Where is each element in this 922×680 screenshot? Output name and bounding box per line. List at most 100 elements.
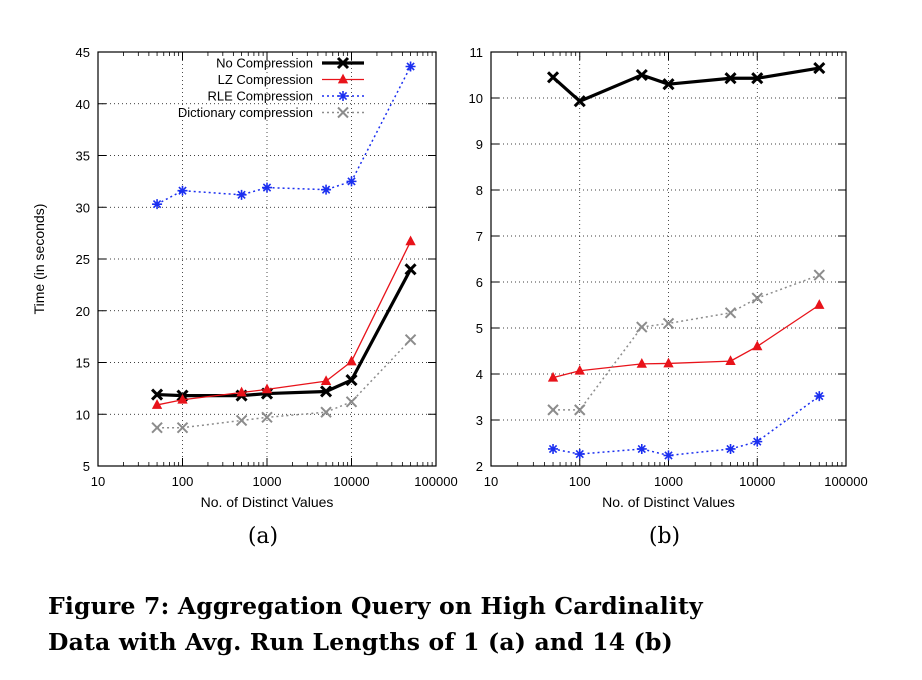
data-point-b-2-2 [636,443,647,454]
legend-label-2: RLE Compression [208,89,314,104]
data-point-a-1-6 [405,235,416,246]
data-point-b-1-1 [574,364,585,375]
y-tick-label-b-2: 2 [476,459,483,474]
data-point-a-3-2 [235,414,248,427]
data-point-b-1-6 [814,299,825,309]
y-tick-label-a-40: 40 [76,97,90,112]
series-line-b-3 [553,274,820,411]
x-axis-label-a: No. of Distinct Values [201,494,334,510]
y-tick-label-a-5: 5 [83,459,90,474]
caption-line-2: Data with Avg. Run Lengths of 1 (a) and … [48,628,673,656]
figure: 10 100 1000 10000 10000051015202530354045No.… [31,45,868,549]
x-tick-label-b-10000: 10000 [739,474,775,489]
panel-label-b: (b) [649,524,680,549]
legend-marker-2 [338,91,348,101]
y-tick-label-a-25: 25 [76,252,90,267]
data-point-a-3-0 [151,421,163,434]
data-point-b-3-2 [636,321,648,333]
data-point-a-0-0 [151,388,164,401]
data-point-b-0-5 [751,72,764,85]
data-point-b-0-3 [662,78,675,91]
series-line-a-2 [156,66,412,205]
data-point-b-2-3 [663,450,674,461]
data-point-a-2-1 [177,185,188,196]
data-point-a-1-5 [346,355,357,366]
data-point-a-2-0 [152,199,163,210]
panel-label-a: (a) [248,524,278,549]
data-point-a-1-4 [320,375,332,386]
data-point-a-0-6 [404,263,417,276]
chart-panel-b: 10 100 1000 10000 100000 2 3 4 5 6 7 8 9 10 11 No. of D… [469,45,868,549]
data-point-a-2-2 [236,189,247,200]
data-point-b-1-2 [636,358,647,368]
y-tick-label-a-20: 20 [76,304,90,319]
x-tick-label-a-100: 100 [172,474,194,489]
data-point-b-2-5 [752,436,763,447]
data-point-b-3-4 [724,307,737,319]
figure-caption: Figure 7: Aggregation Query on High Card… [48,588,898,660]
data-point-a-2-4 [321,184,332,195]
legend-label-0: No Compression [216,56,313,71]
data-point-a-1-3 [261,383,273,394]
data-point-b-0-2 [635,68,648,82]
data-point-a-1-0 [151,399,163,409]
data-point-b-3-3 [662,317,675,330]
y-tick-label-b-8: 8 [476,183,483,198]
x-tick-label-a-10000: 10000 [333,474,369,489]
x-tick-label-a-10: 10 [91,474,105,489]
legend-marker-0 [336,56,350,70]
data-point-a-3-5 [345,396,358,408]
data-point-b-2-6 [814,391,825,402]
x-tick-label-a-100000: 100000 [414,474,457,489]
series-line-b-2 [552,395,820,457]
data-point-b-3-6 [813,269,825,281]
legend-label-3: Dictionary compression [178,105,313,120]
y-tick-label-a-30: 30 [76,200,90,215]
data-point-b-1-5 [752,340,763,351]
chart-panel-a: 10 100 1000 10000 10000051015202530354045No.… [31,45,458,549]
x-tick-label-b-1000: 1000 [654,474,683,489]
y-tick-label-b-11: 11 [470,45,484,60]
legend-marker-3 [337,106,349,119]
y-tick-label-a-45: 45 [76,45,90,60]
data-point-a-3-3 [261,411,273,424]
y-tick-label-b-3: 3 [476,413,483,428]
caption-line-1: Figure 7: Aggregation Query on High Card… [48,592,703,620]
x-tick-label-b-100000: 100000 [824,474,867,489]
y-tick-label-b-9: 9 [476,137,483,152]
data-point-a-2-6 [405,61,416,72]
data-point-b-0-1 [573,95,586,108]
series-line-b-1 [552,304,820,379]
y-tick-label-b-7: 7 [476,229,483,244]
legend-label-1: LZ Compression [218,72,313,87]
data-point-a-0-4 [320,385,333,398]
y-tick-label-b-10: 10 [469,91,483,106]
x-tick-label-b-100: 100 [569,474,591,489]
data-point-b-3-0 [547,404,559,416]
data-point-a-3-4 [320,406,332,418]
data-point-b-3-1 [574,404,586,416]
data-point-a-3-6 [404,334,417,346]
data-point-b-2-1 [574,449,585,460]
data-point-b-2-0 [548,443,559,454]
series-line-b-0 [551,66,820,103]
data-point-a-1-2 [236,386,247,397]
data-point-b-0-6 [813,62,826,75]
y-tick-label-b-6: 6 [476,275,483,290]
data-point-a-3-1 [176,421,189,434]
data-point-a-1-1 [177,393,188,404]
data-point-a-2-3 [262,182,272,193]
data-point-b-0-4 [724,72,737,85]
y-tick-label-a-35: 35 [76,149,90,164]
series-line-a-0 [156,268,412,398]
y-tick-label-a-15: 15 [76,356,90,371]
data-point-b-1-0 [547,371,559,382]
plot-frame-b [490,51,847,467]
series-line-a-1 [156,241,412,406]
x-axis-label-b: No. of Distinct Values [602,494,735,510]
y-tick-label-b-5: 5 [476,321,483,336]
data-point-b-2-4 [725,443,736,454]
x-tick-label-b-10: 10 [484,474,498,489]
data-point-a-0-5 [345,374,358,387]
